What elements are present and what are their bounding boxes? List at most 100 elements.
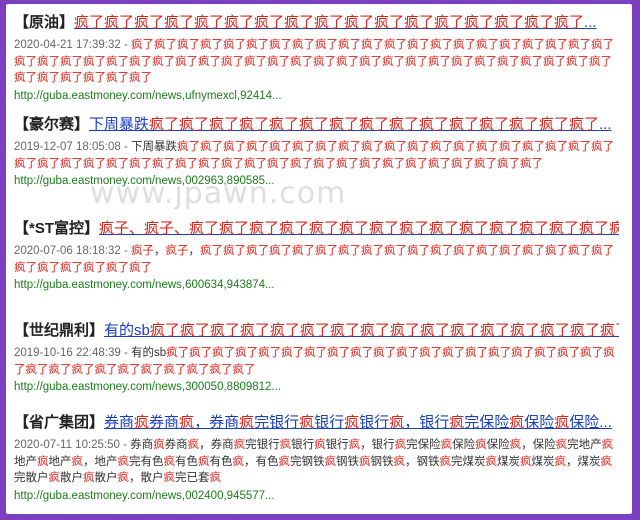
keyword-highlight: 疯了疯了疯了疯了疯了疯了疯了疯了疯了疯了疯了疯了疯了疯了疯了疯了疯了疯了疯了疯了… [14,39,615,84]
keyword-highlight: 疯 [179,414,195,431]
result-title-link[interactable]: 有的sb疯了疯了疯了疯了疯了疯了疯了疯了疯了疯了疯了疯了疯了疯了疯了疯了... [104,322,619,339]
keyword-highlight: 疯 [554,455,567,468]
snippet-text: ，地产 [83,455,118,468]
snippet-text: ，保险 [521,439,556,451]
result-title-row: 【*ST富控】疯子、疯子、疯了疯了疯了疯了疯了疯了疯了疯了疯了疯了疯了疯了疯了疯… [14,218,619,240]
keyword-highlight: 疯 [232,455,245,468]
title-text: 银行 [359,414,390,431]
snippet-text: 地产 [48,455,72,468]
keyword-highlight: 疯 [314,439,326,451]
keyword-highlight: 疯 [198,455,210,468]
keyword-highlight: 疯了疯了疯了疯了疯了疯了疯了疯了疯了疯了疯了疯了疯了疯了疯了疯了疯了疯了疯了疯了… [14,347,615,376]
keyword-highlight: 疯 [554,414,570,431]
keyword-highlight: 疯子、疯子、疯了疯了疯了疯了疯了疯了疯了疯了疯了疯了疯了疯了疯了疯了疯了疯 [99,220,619,237]
title-text: 完保险 [464,414,510,431]
post-date: 2020-07-06 18:18:32 - [14,245,132,257]
result-title-row: 【省广集团】券商疯券商疯，券商疯完银行疯银行疯银行疯，银行疯完保险疯保险疯保险.… [14,412,619,434]
keyword-highlight: 疯 [394,439,407,451]
keyword-highlight: 疯 [134,414,150,431]
snippet-text: 完钢铁 [290,455,325,468]
post-date: 2019-12-07 18:05:08 - [14,141,132,153]
keyword-highlight: 疯 [393,455,406,468]
results-panel: 【原油】疯了疯了疯了疯了疯了疯了疯了疯了疯了疯了疯了疯了疯了疯了疯了疯了疯了..… [6,4,632,514]
snippet-text: 散户 [94,472,118,484]
title-text: 保险... [569,414,612,431]
snippet-text: ， [154,245,166,257]
keyword-highlight: 疯 [117,455,130,468]
result-title-link[interactable]: 疯了疯了疯了疯了疯了疯了疯了疯了疯了疯了疯了疯了疯了疯了疯了疯了疯了... [74,14,597,31]
snippet-text: 完有色 [129,455,164,468]
stock-tag: 【豪尔赛】 [14,116,90,133]
keyword-highlight: 疯 [485,455,498,468]
result-snippet: 2020-07-06 18:18:32 - 疯子，疯子，疯了疯了疯了疯了疯了疯了… [14,243,619,276]
keyword-highlight: 疯 [520,455,532,468]
snippet-text: ，钢铁 [405,455,440,468]
keyword-highlight: 疯了疯了疯了疯了疯了疯了疯了疯了疯了疯了疯了疯了疯了疯了疯了疯了 [149,322,619,339]
result-title-row: 【豪尔赛】下周暴跌疯了疯了疯了疯了疯了疯了疯了疯了疯了疯了疯了疯了疯了疯了疯了.… [14,114,619,136]
snippet-text: 银行 [325,439,349,451]
snippet-text: 下周暴跌 [131,141,178,153]
snippet-text: 保险 [452,439,476,451]
keyword-highlight: 疯 [449,414,465,431]
result-url[interactable]: http://guba.eastmoney.com/news,600634,94… [14,279,275,291]
keyword-highlight: 疯了疯了疯了疯了疯了疯了疯了疯了疯了疯了疯了疯了疯了疯了疯了 [149,116,600,133]
keyword-highlight: 疯 [299,414,315,431]
result-url[interactable]: http://guba.eastmoney.com/news,002963,89… [14,175,275,187]
stock-tag: 【世纪鼎利】 [14,322,105,339]
title-text: 券商 [104,414,135,431]
snippet-text: ，银行 [360,439,395,451]
title-text: ... [584,14,597,31]
search-result: 【世纪鼎利】有的sb疯了疯了疯了疯了疯了疯了疯了疯了疯了疯了疯了疯了疯了疯了疯了… [14,320,619,393]
keyword-highlight: 疯 [278,455,291,468]
result-snippet: 2020-04-21 17:39:32 - 疯了疯了疯了疯了疯了疯了疯了疯了疯了… [14,37,619,87]
result-title-link[interactable]: 疯子、疯子、疯了疯了疯了疯了疯了疯了疯了疯了疯了疯了疯了疯了疯了疯了疯了疯... [99,220,619,237]
keyword-highlight: 疯 [389,414,405,431]
keyword-highlight: 疯 [509,439,522,451]
snippet-text: 完地产 [567,439,602,451]
snippet-text: 完散户 [14,472,49,484]
result-title-row: 【原油】疯了疯了疯了疯了疯了疯了疯了疯了疯了疯了疯了疯了疯了疯了疯了疯了疯了..… [14,12,619,34]
keyword-highlight: 疯 [509,414,525,431]
snippet-text: ，券商 [199,439,234,451]
result-snippet: 2019-10-16 22:48:39 - 有的sb疯了疯了疯了疯了疯了疯了疯了… [14,345,619,378]
keyword-highlight: 疯 [600,455,613,468]
snippet-text: 有的sb [131,347,167,359]
keyword-highlight: 疯 [555,439,568,451]
post-date: 2020-07-11 10:25:50 - [14,439,131,451]
title-text: 券商 [149,414,180,431]
stock-tag: 【省广集团】 [14,414,105,431]
snippet-text: 完煤炭 [451,455,486,468]
result-url[interactable]: http://guba.eastmoney.com/news,300050,88… [14,381,282,393]
snippet-text: 钢铁 [336,455,359,468]
keyword-highlight: 疯 [439,455,452,468]
result-url[interactable]: http://guba.eastmoney.com/news,002400,94… [14,489,275,502]
result-snippet: 2019-12-07 18:05:08 - 下周暴跌疯了疯了疯了疯了疯了疯了疯了… [14,139,619,172]
post-date: 2019-10-16 22:48:39 - [14,347,132,359]
result-title-link[interactable]: 券商疯券商疯，券商疯完银行疯银行疯银行疯，银行疯完保险疯保险疯保险... [104,414,612,431]
keyword-highlight: 疯 [83,472,95,484]
search-result: 【原油】疯了疯了疯了疯了疯了疯了疯了疯了疯了疯了疯了疯了疯了疯了疯了疯了疯了..… [14,12,619,102]
search-result: 【*ST富控】疯子、疯子、疯了疯了疯了疯了疯了疯了疯了疯了疯了疯了疯了疯了疯了疯… [14,218,619,291]
snippet-text: 完银行 [245,439,280,451]
snippet-text: 煤炭 [497,455,520,468]
keyword-highlight: 疯子 [165,245,189,257]
snippet-text: 券商 [164,439,188,451]
keyword-highlight: 疯了疯了疯了疯了疯了疯了疯了疯了疯了疯了疯了疯了疯了疯了疯了疯了疯了疯了疯了疯了… [14,141,615,170]
snippet-text: 地产 [14,455,37,468]
snippet-text: 有色 [209,455,233,468]
title-text: ，券商 [194,414,240,431]
keyword-highlight: 疯 [344,414,360,431]
keyword-highlight: 疯了疯了疯了疯了疯了疯了疯了疯了疯了疯了疯了疯了疯了疯了疯了疯了疯了疯了疯了疯了… [14,245,615,274]
result-url[interactable]: http://guba.eastmoney.com/news,ufnymexcl… [14,89,282,102]
snippet-text: 钢铁 [370,455,394,468]
snippet-text: ， [188,245,201,257]
result-title-link[interactable]: 下周暴跌疯了疯了疯了疯了疯了疯了疯了疯了疯了疯了疯了疯了疯了疯了疯了... [89,116,612,133]
post-date: 2020-04-21 17:39:32 - [14,39,132,51]
snippet-text: 保险 [486,439,510,451]
snippet-text: 银行 [291,439,315,451]
keyword-highlight: 疯 [601,439,614,451]
snippet-text: 完已套 [175,472,210,484]
stock-tag: 【原油】 [14,14,75,31]
keyword-highlight: 疯 [359,455,371,468]
snippet-text: ，散户 [129,472,164,484]
